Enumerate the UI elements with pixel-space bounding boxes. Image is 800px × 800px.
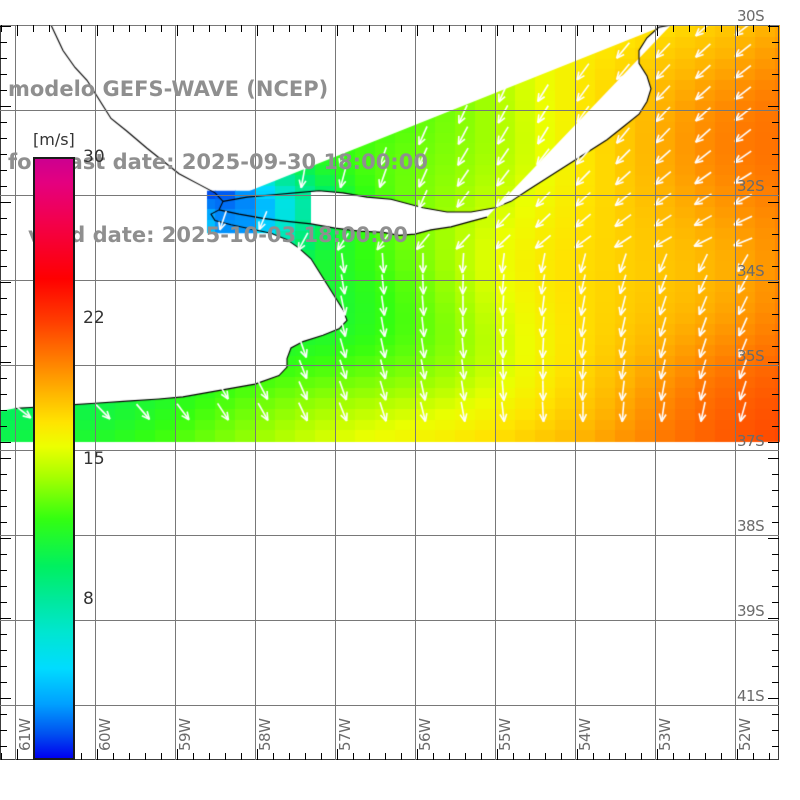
lat-label-30S: 30S	[737, 7, 765, 25]
colorbar-tick-15: 15	[83, 448, 105, 469]
colorbar-unit-label: [m/s]	[33, 130, 75, 149]
wind-speed-colorbar	[33, 157, 75, 760]
colorbar-tick-22: 22	[83, 307, 105, 328]
colorbar-group: [m/s] 30 22 15 8	[33, 130, 105, 760]
colorbar-tick-30: 30	[83, 147, 105, 167]
wind-field-raster	[0, 25, 780, 760]
colorbar-tick-8: 8	[83, 589, 94, 610]
map-plot-area	[0, 25, 780, 760]
